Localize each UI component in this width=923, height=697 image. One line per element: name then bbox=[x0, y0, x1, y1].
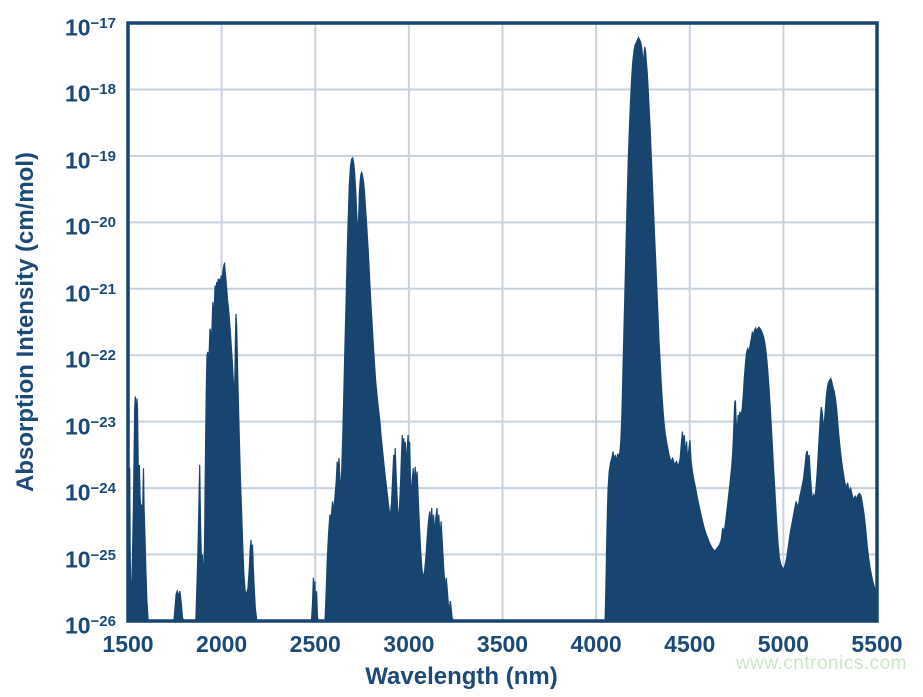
y-tick-label: 10−22 bbox=[64, 346, 116, 373]
y-tick-label: 10−25 bbox=[64, 546, 116, 573]
y-tick-label: 10−21 bbox=[64, 280, 116, 307]
x-tick-label: 3500 bbox=[476, 631, 529, 657]
y-tick-label: 10−23 bbox=[64, 413, 116, 440]
x-tick-label: 2500 bbox=[289, 631, 341, 657]
y-tick-label: 10−18 bbox=[64, 81, 116, 108]
y-tick-label: 10−24 bbox=[64, 479, 116, 506]
y-axis-title: Absorption Intensity (cm/mol) bbox=[12, 151, 39, 493]
y-tick-label: 10−17 bbox=[64, 14, 116, 41]
x-tick-label: 4000 bbox=[570, 631, 622, 657]
watermark-text: www.cntronics.com bbox=[735, 653, 907, 674]
plot-frame bbox=[126, 21, 879, 623]
y-tick-label: 10−19 bbox=[64, 147, 116, 174]
spectrum-area bbox=[127, 36, 878, 622]
x-axis-title: Wavelength (nm) bbox=[365, 663, 558, 690]
x-tick-label: 2000 bbox=[196, 631, 248, 657]
x-tick-label: 5500 bbox=[851, 631, 903, 657]
x-tick-label: 5000 bbox=[757, 631, 809, 657]
x-tick-label: 1500 bbox=[102, 631, 154, 657]
y-tick-label: 10−20 bbox=[64, 213, 116, 240]
x-tick-label: 4500 bbox=[664, 631, 716, 657]
x-tick-label: 3000 bbox=[383, 631, 435, 657]
y-tick-label: 10−26 bbox=[64, 612, 116, 639]
